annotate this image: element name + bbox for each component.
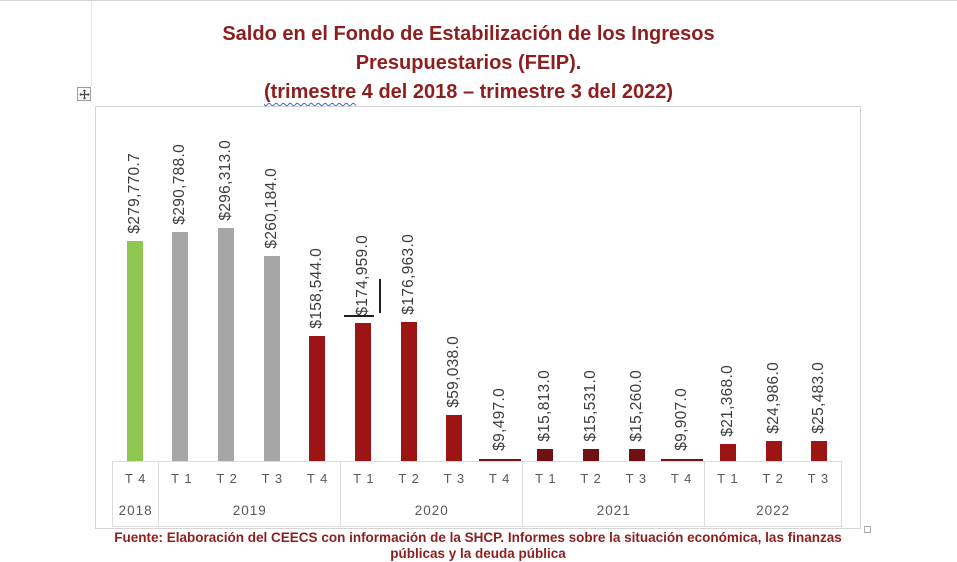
bar <box>537 449 554 461</box>
bar-value-label: $279,770.7 <box>125 153 143 234</box>
chart-title: Saldo en el Fondo de Estabilización de l… <box>90 20 847 107</box>
bar <box>478 458 521 461</box>
bar <box>126 241 143 461</box>
title-line-3: (trimestre 4 del 2018 – trimestre 3 del … <box>90 78 847 107</box>
year-group: T 1 T 2 T 3 2022 <box>705 462 841 526</box>
quarter-row: T 1 T 2 T 3 T 4 <box>341 462 522 494</box>
title-line-2: Presupuestarios (FEIP). <box>355 52 582 74</box>
category-cell: $290,788.0 <box>158 107 204 461</box>
quarter-row: T 1 T 2 T 3 <box>705 462 841 494</box>
bar-value-label: $9,497.0 <box>490 388 508 451</box>
category-cell: $9,907.0 <box>660 107 706 461</box>
category-cell: $15,260.0 <box>614 107 660 461</box>
category-cell: $296,313.0 <box>203 107 249 461</box>
year-label: 2018 <box>118 502 153 518</box>
bar <box>765 441 782 461</box>
move-cross-glyph <box>78 88 90 100</box>
bar-value-label: $15,260.0 <box>627 370 645 442</box>
bar-value-label: $158,544.0 <box>308 248 326 329</box>
quarter-label: T 4 <box>670 470 693 486</box>
year-label: 2022 <box>756 502 791 518</box>
title-line-3-spellcheck-word: (trimestre <box>263 81 357 103</box>
chart-frame[interactable]: $279,770.7 $290,788.0 $296,313.0 $260,184.0… <box>95 106 861 529</box>
bar <box>446 415 463 461</box>
quarter-label: T 1 <box>717 470 739 486</box>
category-cell: $15,813.0 <box>523 107 569 461</box>
category-cell: $176,963.0 <box>386 107 432 461</box>
bar-value-label: $24,986.0 <box>764 362 782 434</box>
year-label: 2021 <box>596 502 631 518</box>
quarter-label: T 3 <box>261 470 284 486</box>
bar-value-label: $296,313.0 <box>217 140 235 221</box>
bar-value-label: $21,368.0 <box>718 365 736 437</box>
plot-area: $279,770.7 $290,788.0 $296,313.0 $260,184.0… <box>112 107 842 461</box>
category-cell: $158,544.0 <box>295 107 341 461</box>
bar <box>628 449 645 461</box>
quarter-label: T 4 <box>124 470 147 486</box>
page-top-boundary-line <box>0 0 957 1</box>
bar <box>172 232 189 461</box>
bar-value-label: $9,907.0 <box>673 388 691 451</box>
source-note-line-1: Fuente: Elaboración del CEECS con inform… <box>114 530 842 545</box>
year-group: T 1 T 2 T 3 T 4 2020 <box>341 462 524 526</box>
category-cell: $260,184.0 <box>249 107 295 461</box>
category-cell: $174,959.0 <box>340 107 386 461</box>
bar-value-label: $260,184.0 <box>262 168 280 249</box>
quarter-row: T 4 <box>113 462 158 494</box>
quarter-label: T 1 <box>353 470 375 486</box>
quarter-row: T 1 T 2 T 3 T 4 <box>159 462 340 494</box>
quarter-label: T 2 <box>762 470 784 486</box>
bar-value-label: $59,038.0 <box>445 336 463 408</box>
year-label: 2020 <box>414 502 449 518</box>
quarter-label: T 4 <box>488 470 511 486</box>
quarter-label: T 2 <box>216 470 238 486</box>
bar-value-label: $15,813.0 <box>536 370 554 442</box>
category-cell: $9,497.0 <box>477 107 523 461</box>
quarter-label: T 1 <box>171 470 193 486</box>
quarter-label: T 3 <box>625 470 648 486</box>
bar-value-label: $25,483.0 <box>810 362 828 434</box>
year-group: T 4 2018 <box>113 462 160 526</box>
quarter-label: T 3 <box>443 470 466 486</box>
year-group: T 1 T 2 T 3 T 4 2021 <box>523 462 706 526</box>
title-line-3-rest: 4 del 2018 – trimestre 3 del 2022) <box>356 81 674 103</box>
bar <box>719 444 736 461</box>
bar-value-label: $290,788.0 <box>171 144 189 225</box>
bar <box>661 458 704 461</box>
source-note-line-2: públicas y la deuda pública <box>390 546 566 561</box>
bar-value-label: $176,963.0 <box>399 234 417 315</box>
quarter-label: T 1 <box>535 470 557 486</box>
bar-value-label: $15,531.0 <box>582 370 600 442</box>
quarter-label: T 4 <box>306 470 329 486</box>
quarter-label: T 2 <box>580 470 602 486</box>
object-anchor-square[interactable] <box>864 526 871 533</box>
category-cell: $279,770.7 <box>112 107 158 461</box>
category-cell: $24,986.0 <box>751 107 797 461</box>
move-handle-icon[interactable] <box>77 87 91 101</box>
year-label: 2019 <box>232 502 267 518</box>
category-cell: $59,038.0 <box>431 107 477 461</box>
bar <box>218 228 235 461</box>
quarter-row: T 1 T 2 T 3 T 4 <box>523 462 704 494</box>
quarter-label: T 2 <box>398 470 420 486</box>
label-cursor-artifact-horizontal <box>344 315 374 317</box>
title-line-1: Saldo en el Fondo de Estabilización de l… <box>222 23 715 45</box>
bar <box>263 256 280 461</box>
bar <box>354 323 371 461</box>
text-boundary-mark <box>91 1 92 86</box>
bar-value-label: $174,959.0 <box>353 235 371 316</box>
bar <box>811 441 828 461</box>
quarter-label: T 3 <box>807 470 830 486</box>
source-note: Fuente: Elaboración del CEECS con inform… <box>95 530 861 562</box>
category-cell: $21,368.0 <box>705 107 751 461</box>
year-group: T 1 T 2 T 3 T 4 2019 <box>159 462 342 526</box>
bar <box>400 322 417 461</box>
category-cell: $25,483.0 <box>796 107 842 461</box>
bar <box>309 336 326 461</box>
category-cell: $15,531.0 <box>568 107 614 461</box>
label-cursor-artifact-vertical <box>379 279 381 313</box>
bar <box>583 449 600 461</box>
